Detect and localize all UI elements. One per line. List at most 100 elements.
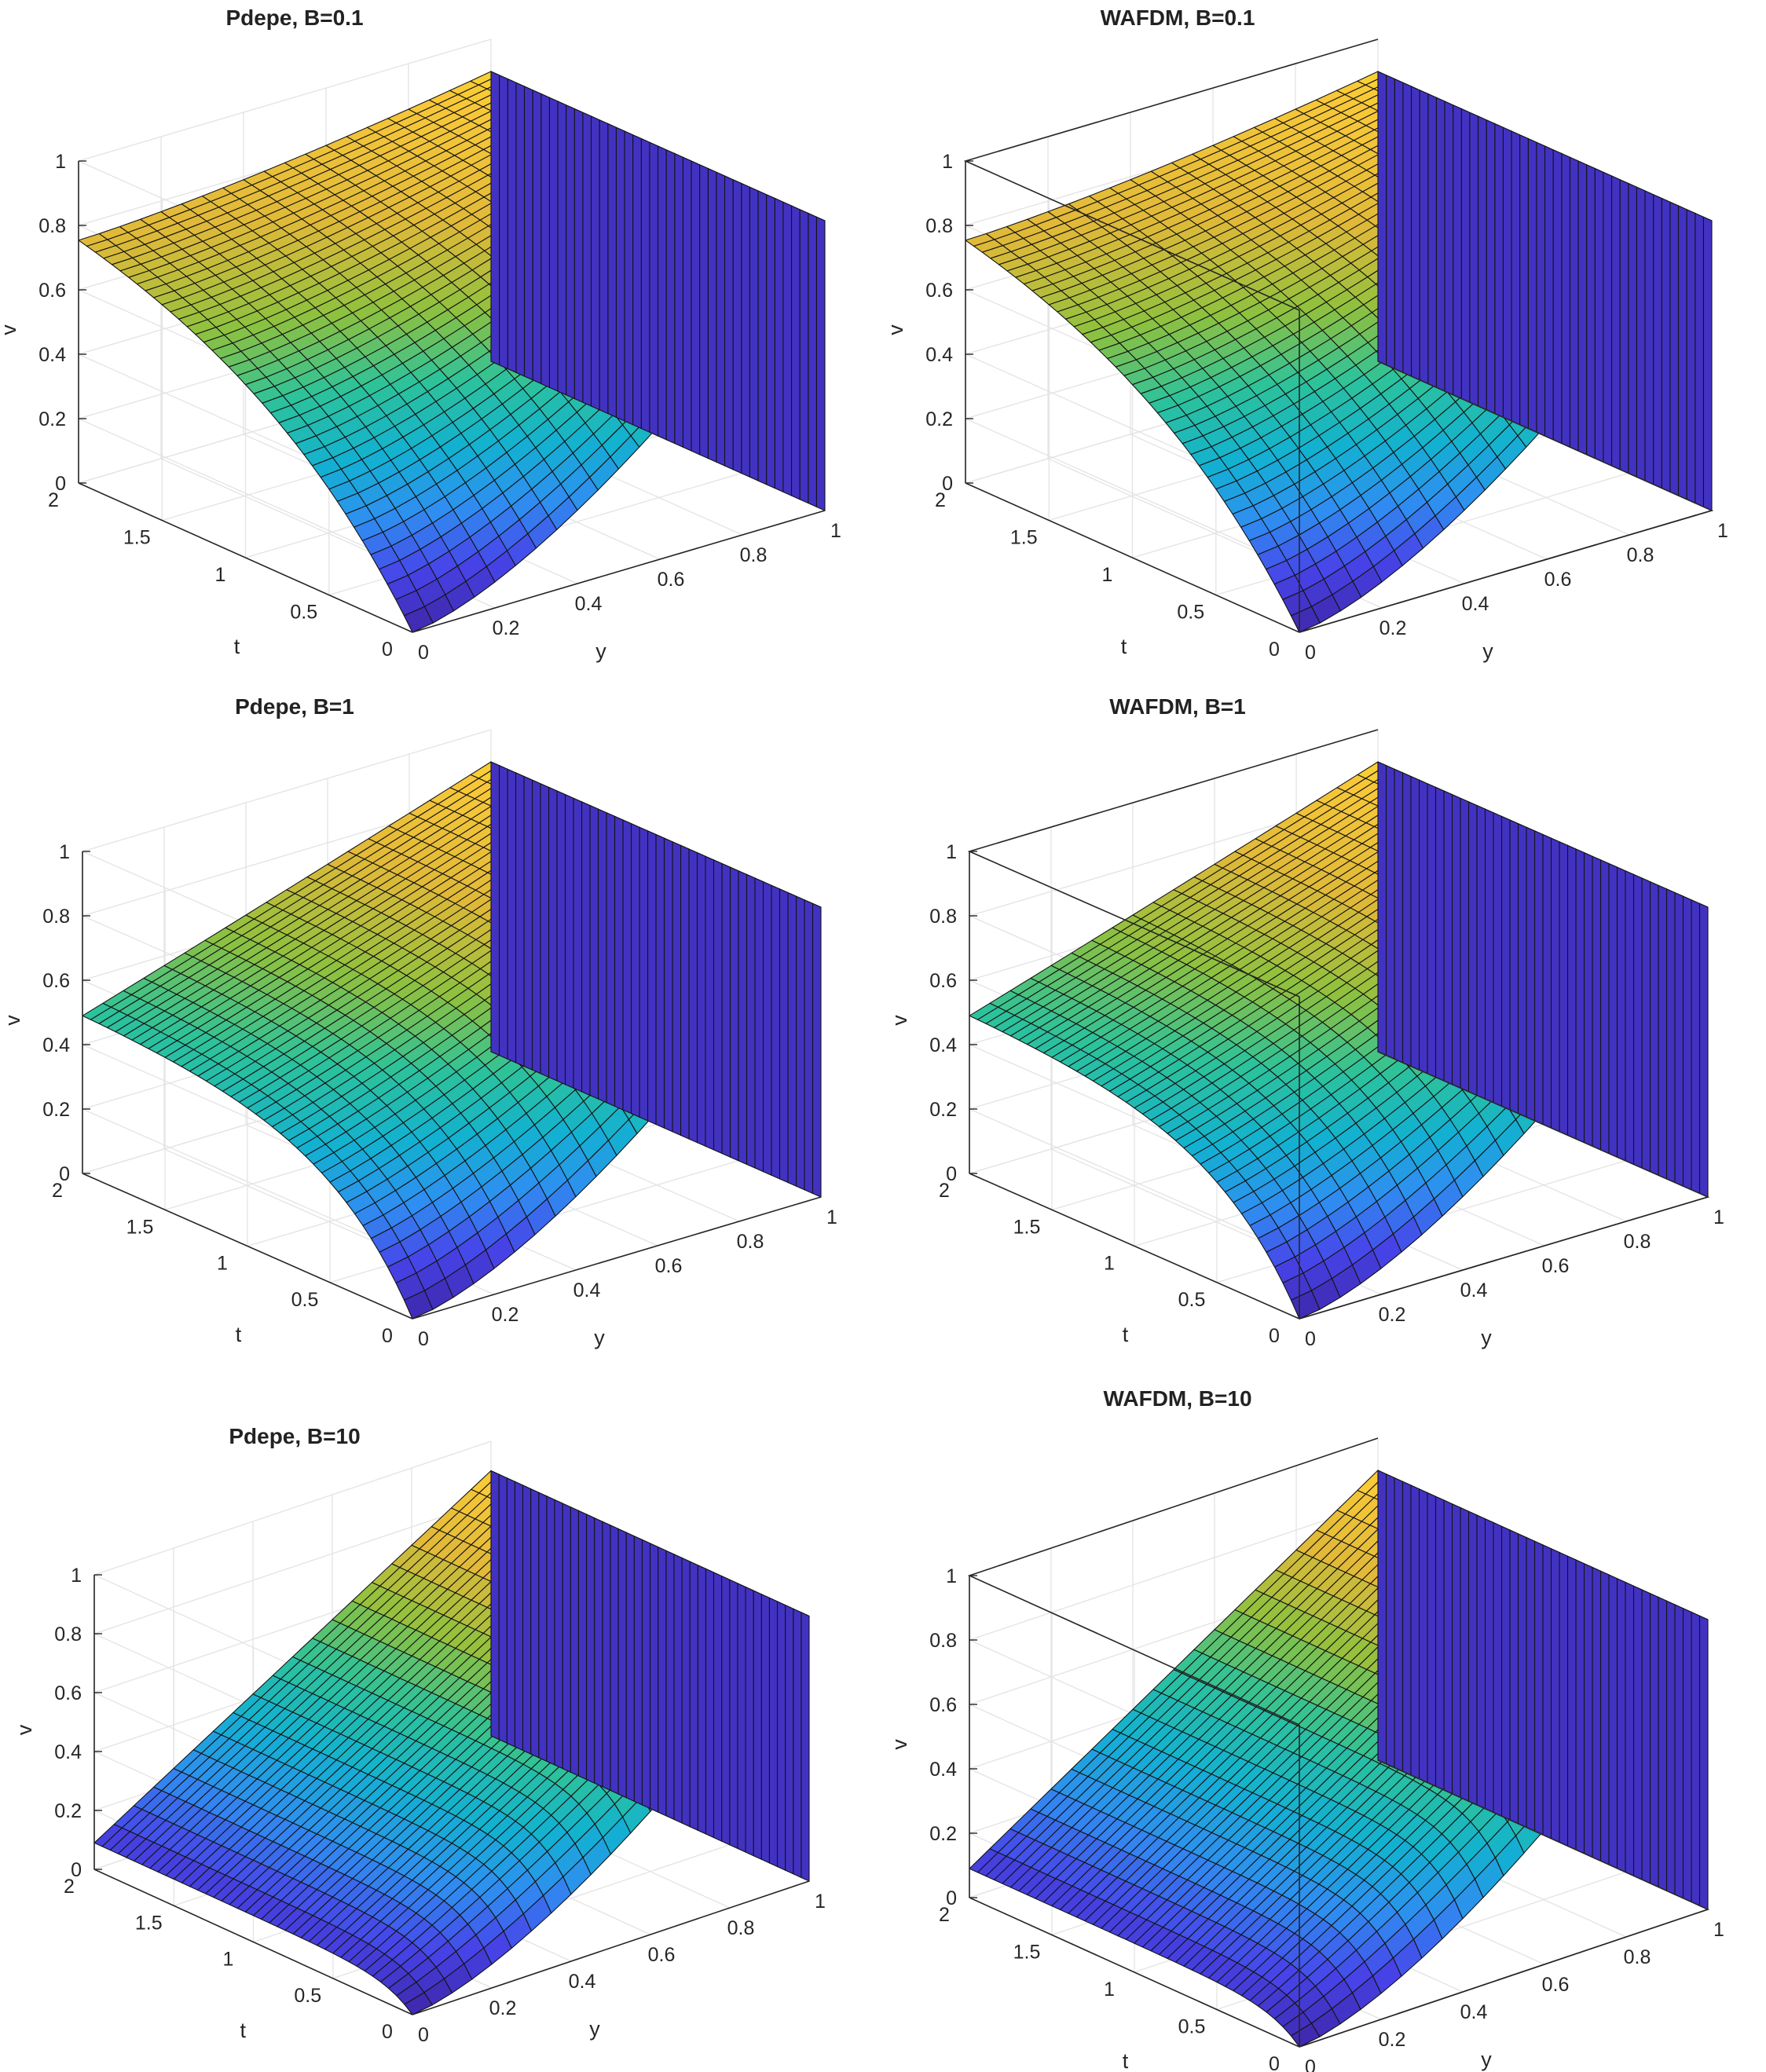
chart-title: Pdepe, B=10 <box>229 1424 360 1448</box>
boundary-patch <box>745 1586 754 1857</box>
t-tick-label: 0 <box>382 1325 393 1347</box>
axes <box>82 851 822 1320</box>
boundary-patch <box>793 1608 802 1879</box>
boundary-patch <box>548 97 559 392</box>
v-tick-label: 0.2 <box>929 1099 957 1121</box>
t-axis-line <box>82 1173 413 1320</box>
boundary-patch <box>606 811 616 1107</box>
boundary-patch <box>1502 126 1512 422</box>
boundary-patch <box>760 1593 770 1864</box>
boundary-patch <box>562 1503 571 1774</box>
boundary-patch <box>490 71 500 366</box>
boundary-patch <box>1669 201 1680 496</box>
boundary-patch <box>689 1561 698 1832</box>
boundary-patch <box>1544 145 1554 441</box>
boundary-patch <box>1695 212 1704 508</box>
t-axis-line <box>969 1173 1300 1320</box>
y-axis-line <box>1299 1196 1709 1320</box>
boundary-patch <box>658 1546 667 1817</box>
boundary-patch <box>1608 862 1618 1158</box>
boundary-patch <box>1632 873 1643 1169</box>
boundary-patch <box>515 82 526 377</box>
boundary-patch <box>776 1601 786 1871</box>
boundary-patch <box>1394 78 1404 374</box>
boundary-patch <box>1566 844 1577 1140</box>
boundary-face <box>490 1470 810 1882</box>
boundary-patch <box>581 801 591 1096</box>
boundary-patch <box>1401 772 1412 1067</box>
t-tick-label: 1 <box>217 1253 228 1275</box>
boundary-patch <box>1419 89 1429 385</box>
v-tick-label: 0 <box>946 1163 957 1185</box>
boundary-patch <box>507 78 517 374</box>
boundary-patch <box>691 160 701 456</box>
boundary-patch <box>799 208 809 504</box>
t-tick-label: 0 <box>382 2021 393 2043</box>
v-tick-label: 0.8 <box>54 1624 82 1646</box>
t-tick-label: 2 <box>48 489 59 511</box>
boundary-patch <box>1559 840 1569 1137</box>
t-tick-label: 0.5 <box>1177 602 1204 624</box>
boundary-patch <box>640 137 650 434</box>
y-tick-label: 0.6 <box>658 569 685 591</box>
boundary-patch <box>1594 167 1604 463</box>
boundary-patch <box>490 761 500 1056</box>
boundary-patch <box>594 1517 603 1788</box>
t-axis-label: t <box>1123 1323 1129 1346</box>
v-axis-label: v <box>0 324 20 335</box>
boundary-patch <box>573 797 583 1093</box>
boundary-patch <box>1460 797 1470 1093</box>
boundary-face <box>490 761 822 1198</box>
v-tick-label: 0 <box>59 1163 70 1185</box>
boundary-patch <box>540 93 550 389</box>
boundary-patch <box>724 175 734 470</box>
y-tick-label: 0 <box>1305 1328 1316 1350</box>
boundary-patch <box>804 899 814 1195</box>
boundary-patch <box>649 1543 659 1813</box>
boundary-patch <box>566 104 575 400</box>
boundary-patch <box>647 830 657 1126</box>
y-tick-label: 0.8 <box>1624 1231 1651 1253</box>
t-axis-label: t <box>240 2019 246 2042</box>
boundary-patch <box>1477 115 1487 411</box>
boundary-patch <box>1511 130 1521 426</box>
boundary-patch <box>523 775 533 1071</box>
boundary-patch <box>649 141 659 437</box>
t-tick-label: 0.5 <box>291 1289 319 1311</box>
t-tick-label: 1 <box>223 1949 234 1971</box>
boundary-patch <box>682 156 692 452</box>
boundary-patch <box>1519 134 1529 430</box>
boundary-patch <box>540 782 550 1078</box>
boundary-patch <box>1641 877 1651 1173</box>
boundary-patch <box>749 186 759 481</box>
v-tick-label: 0.8 <box>929 906 957 928</box>
y-tick-label: 0 <box>418 1328 429 1350</box>
boundary-patch <box>657 145 667 441</box>
plot-pdepe-b0-1: 00.20.40.60.8100.511.5200.20.40.60.81vty… <box>0 0 883 690</box>
v-tick-label: 0.4 <box>54 1741 82 1763</box>
boundary-patch <box>808 212 817 508</box>
boundary-face <box>490 71 826 511</box>
y-tick-label: 0.4 <box>1460 1279 1488 1301</box>
boundary-patch <box>753 1590 762 1861</box>
t-tick-label: 1.5 <box>126 1216 154 1238</box>
v-tick-label: 0.6 <box>925 280 953 302</box>
boundary-patch <box>1443 790 1453 1085</box>
y-tick-label: 0.8 <box>740 544 768 566</box>
boundary-patch <box>1469 112 1479 407</box>
boundary-patch <box>1649 880 1659 1177</box>
boundary-patch <box>589 804 599 1100</box>
v-tick-label: 0.4 <box>42 1034 70 1056</box>
boundary-patch <box>630 822 640 1118</box>
boundary-patch <box>665 148 676 445</box>
boundary-patch <box>1628 182 1637 478</box>
y-tick-label: 0.6 <box>648 1944 676 1966</box>
boundary-patch <box>585 1514 595 1784</box>
boundary-patch <box>1592 855 1602 1151</box>
t-tick-label: 1.5 <box>135 1912 163 1934</box>
boundary-patch <box>741 182 750 478</box>
boundary-patch <box>1476 804 1486 1100</box>
boundary-patch <box>655 833 665 1129</box>
